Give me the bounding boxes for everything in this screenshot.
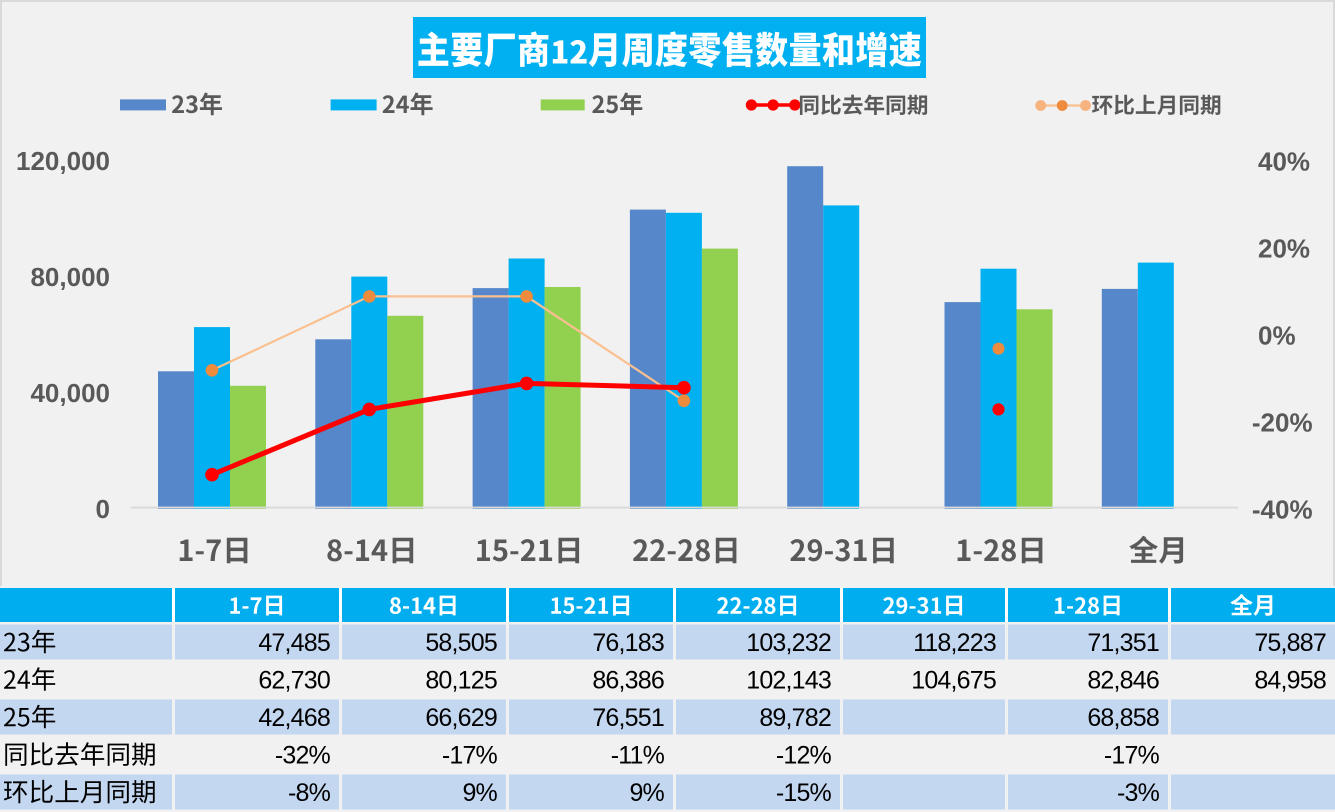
svg-text:-40%: -40% bbox=[1252, 495, 1313, 525]
svg-text:0: 0 bbox=[96, 494, 110, 524]
svg-text:0%: 0% bbox=[1258, 321, 1296, 351]
svg-text:75,887: 75,887 bbox=[1254, 629, 1326, 657]
svg-text:76,551: 76,551 bbox=[592, 704, 664, 732]
svg-text:-3%: -3% bbox=[1117, 779, 1160, 807]
svg-text:80,125: 80,125 bbox=[425, 667, 497, 695]
svg-text:40%: 40% bbox=[1258, 147, 1310, 177]
svg-text:40,000: 40,000 bbox=[30, 378, 110, 408]
svg-text:120,000: 120,000 bbox=[16, 146, 110, 176]
svg-text:-15%: -15% bbox=[776, 779, 832, 807]
svg-text:-32%: -32% bbox=[275, 742, 331, 770]
svg-text:42,468: 42,468 bbox=[258, 704, 330, 732]
svg-text:20%: 20% bbox=[1258, 234, 1310, 264]
svg-text:86,386: 86,386 bbox=[592, 667, 664, 695]
svg-text:-12%: -12% bbox=[776, 742, 832, 770]
svg-text:58,505: 58,505 bbox=[425, 629, 497, 657]
svg-text:71,351: 71,351 bbox=[1087, 629, 1159, 657]
svg-text:89,782: 89,782 bbox=[759, 704, 831, 732]
svg-text:-17%: -17% bbox=[1104, 742, 1160, 770]
svg-text:-11%: -11% bbox=[611, 742, 665, 770]
svg-text:76,183: 76,183 bbox=[592, 629, 664, 657]
svg-text:-8%: -8% bbox=[288, 779, 331, 807]
svg-text:-17%: -17% bbox=[442, 742, 498, 770]
svg-text:62,730: 62,730 bbox=[258, 667, 330, 695]
svg-text:9%: 9% bbox=[462, 779, 497, 807]
svg-text:9%: 9% bbox=[629, 779, 664, 807]
svg-text:84,958: 84,958 bbox=[1254, 667, 1326, 695]
svg-text:47,485: 47,485 bbox=[258, 629, 330, 657]
svg-text:80,000: 80,000 bbox=[30, 262, 110, 292]
svg-text:118,223: 118,223 bbox=[913, 629, 996, 657]
svg-text:104,675: 104,675 bbox=[911, 667, 996, 695]
svg-text:82,846: 82,846 bbox=[1087, 667, 1159, 695]
svg-text:-20%: -20% bbox=[1252, 408, 1313, 438]
svg-text:66,629: 66,629 bbox=[425, 704, 497, 732]
svg-text:68,858: 68,858 bbox=[1087, 704, 1159, 732]
svg-text:102,143: 102,143 bbox=[746, 667, 831, 695]
svg-text:103,232: 103,232 bbox=[746, 629, 831, 657]
